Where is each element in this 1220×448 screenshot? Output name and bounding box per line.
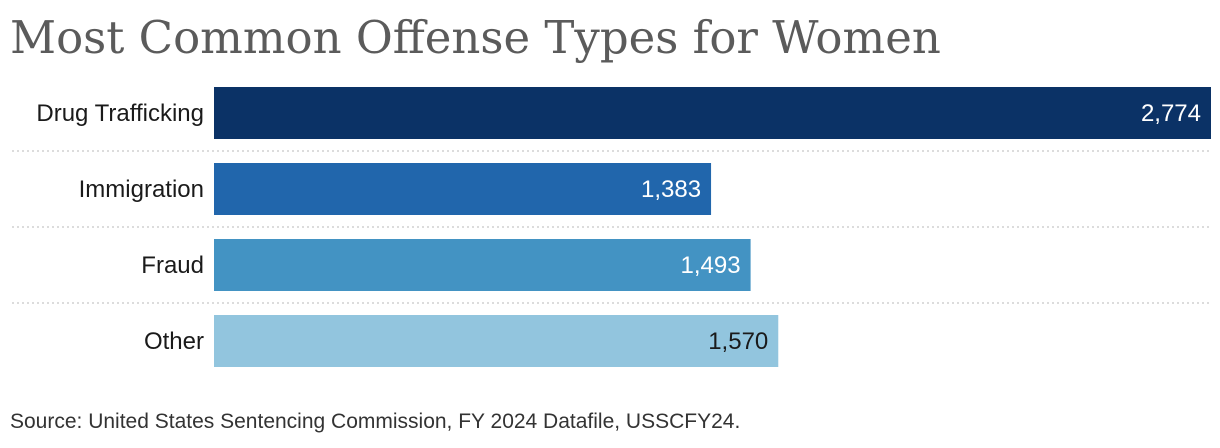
bar (214, 163, 712, 215)
value-label: 2,774 (1141, 100, 1201, 127)
bar-chart: Drug Trafficking 2,774 Immigration 1,383 Fra… (12, 87, 1211, 367)
category-label: Other (144, 328, 204, 355)
category-label: Drug Trafficking (36, 100, 204, 127)
bar (214, 315, 779, 367)
category-label: Fraud (141, 252, 204, 279)
value-label: 1,493 (681, 252, 741, 279)
bar (214, 239, 751, 291)
category-label: Immigration (79, 176, 204, 203)
source-note: Source: United States Sentencing Commiss… (10, 410, 741, 433)
chart-title: Most Common Offense Types for Women (10, 11, 941, 64)
bar (214, 87, 1211, 139)
value-label: 1,570 (708, 328, 768, 355)
value-label: 1,383 (641, 176, 701, 203)
